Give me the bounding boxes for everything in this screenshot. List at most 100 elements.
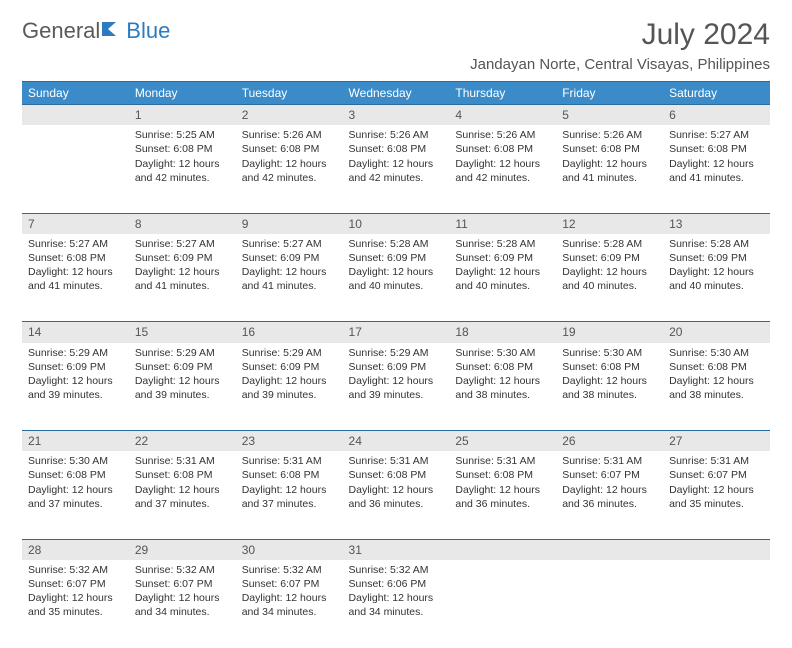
day-detail-cell: Sunrise: 5:30 AMSunset: 6:08 PMDaylight:… <box>556 343 663 431</box>
detail-line: Daylight: 12 hours <box>242 483 337 497</box>
detail-line: and 37 minutes. <box>242 497 337 511</box>
detail-line: Sunrise: 5:30 AM <box>455 346 550 360</box>
day-detail-row: Sunrise: 5:29 AMSunset: 6:09 PMDaylight:… <box>22 343 770 431</box>
day-detail-cell <box>663 560 770 648</box>
detail-line: Sunset: 6:07 PM <box>669 468 764 482</box>
detail-line: Daylight: 12 hours <box>349 157 444 171</box>
day-detail-cell: Sunrise: 5:27 AMSunset: 6:09 PMDaylight:… <box>236 234 343 322</box>
detail-line: Sunrise: 5:27 AM <box>242 237 337 251</box>
day-number-cell: 15 <box>129 322 236 343</box>
detail-line: Sunset: 6:08 PM <box>562 360 657 374</box>
day-detail-row: Sunrise: 5:27 AMSunset: 6:08 PMDaylight:… <box>22 234 770 322</box>
day-number-row: 21222324252627 <box>22 431 770 452</box>
detail-line: Sunrise: 5:31 AM <box>135 454 230 468</box>
detail-line: Sunrise: 5:30 AM <box>28 454 123 468</box>
detail-line: Sunset: 6:09 PM <box>669 251 764 265</box>
brand-text-part2: Blue <box>126 18 170 44</box>
detail-line: Sunrise: 5:28 AM <box>455 237 550 251</box>
day-detail-cell: Sunrise: 5:31 AMSunset: 6:08 PMDaylight:… <box>236 451 343 539</box>
day-number-cell: 29 <box>129 539 236 560</box>
detail-line: and 41 minutes. <box>669 171 764 185</box>
detail-line: Daylight: 12 hours <box>242 591 337 605</box>
detail-line: Sunrise: 5:27 AM <box>669 128 764 142</box>
detail-line: Sunrise: 5:31 AM <box>242 454 337 468</box>
day-detail-cell: Sunrise: 5:26 AMSunset: 6:08 PMDaylight:… <box>236 125 343 213</box>
detail-line: Sunset: 6:08 PM <box>455 142 550 156</box>
brand-logo: General Blue <box>22 18 170 44</box>
day-detail-row: Sunrise: 5:30 AMSunset: 6:08 PMDaylight:… <box>22 451 770 539</box>
detail-line: Sunrise: 5:28 AM <box>349 237 444 251</box>
detail-line: Sunset: 6:09 PM <box>28 360 123 374</box>
detail-line: Sunset: 6:08 PM <box>455 468 550 482</box>
day-detail-cell <box>449 560 556 648</box>
weekday-header: Thursday <box>449 82 556 105</box>
flag-icon <box>102 20 124 43</box>
detail-line: Daylight: 12 hours <box>669 265 764 279</box>
detail-line: Sunrise: 5:26 AM <box>349 128 444 142</box>
detail-line: Daylight: 12 hours <box>242 374 337 388</box>
detail-line: Sunrise: 5:31 AM <box>669 454 764 468</box>
location-text: Jandayan Norte, Central Visayas, Philipp… <box>470 56 770 73</box>
detail-line: Sunset: 6:08 PM <box>242 468 337 482</box>
detail-line: Sunset: 6:08 PM <box>242 142 337 156</box>
detail-line: Sunset: 6:09 PM <box>455 251 550 265</box>
day-detail-cell: Sunrise: 5:30 AMSunset: 6:08 PMDaylight:… <box>663 343 770 431</box>
weekday-header: Saturday <box>663 82 770 105</box>
day-number-cell: 20 <box>663 322 770 343</box>
day-detail-cell <box>556 560 663 648</box>
day-detail-cell: Sunrise: 5:32 AMSunset: 6:07 PMDaylight:… <box>22 560 129 648</box>
detail-line: and 42 minutes. <box>135 171 230 185</box>
detail-line: and 36 minutes. <box>562 497 657 511</box>
detail-line: Sunrise: 5:32 AM <box>135 563 230 577</box>
day-detail-cell: Sunrise: 5:31 AMSunset: 6:08 PMDaylight:… <box>343 451 450 539</box>
detail-line: Sunrise: 5:26 AM <box>562 128 657 142</box>
detail-line: Sunset: 6:07 PM <box>135 577 230 591</box>
detail-line: Daylight: 12 hours <box>135 483 230 497</box>
detail-line: Sunrise: 5:31 AM <box>455 454 550 468</box>
detail-line: Sunset: 6:07 PM <box>242 577 337 591</box>
detail-line: Sunrise: 5:29 AM <box>28 346 123 360</box>
detail-line: Sunrise: 5:26 AM <box>455 128 550 142</box>
weekday-header-row: SundayMondayTuesdayWednesdayThursdayFrid… <box>22 82 770 105</box>
detail-line: Daylight: 12 hours <box>349 483 444 497</box>
calendar-table: SundayMondayTuesdayWednesdayThursdayFrid… <box>22 81 770 648</box>
detail-line: Sunset: 6:09 PM <box>349 251 444 265</box>
detail-line: Daylight: 12 hours <box>349 591 444 605</box>
day-detail-cell: Sunrise: 5:32 AMSunset: 6:07 PMDaylight:… <box>129 560 236 648</box>
detail-line: Sunrise: 5:28 AM <box>562 237 657 251</box>
day-detail-cell: Sunrise: 5:31 AMSunset: 6:08 PMDaylight:… <box>129 451 236 539</box>
detail-line: Sunrise: 5:26 AM <box>242 128 337 142</box>
day-number-cell: 4 <box>449 105 556 126</box>
detail-line: Sunrise: 5:32 AM <box>28 563 123 577</box>
day-number-cell <box>449 539 556 560</box>
day-detail-cell: Sunrise: 5:30 AMSunset: 6:08 PMDaylight:… <box>449 343 556 431</box>
detail-line: Daylight: 12 hours <box>669 374 764 388</box>
detail-line: and 40 minutes. <box>669 279 764 293</box>
detail-line: Sunrise: 5:29 AM <box>349 346 444 360</box>
detail-line: Sunrise: 5:31 AM <box>562 454 657 468</box>
detail-line: and 38 minutes. <box>669 388 764 402</box>
detail-line: Daylight: 12 hours <box>28 483 123 497</box>
day-number-cell: 11 <box>449 213 556 234</box>
day-number-row: 14151617181920 <box>22 322 770 343</box>
detail-line: Sunset: 6:08 PM <box>349 142 444 156</box>
day-number-cell: 10 <box>343 213 450 234</box>
day-detail-cell: Sunrise: 5:27 AMSunset: 6:08 PMDaylight:… <box>663 125 770 213</box>
detail-line: Sunrise: 5:32 AM <box>349 563 444 577</box>
day-detail-cell: Sunrise: 5:27 AMSunset: 6:08 PMDaylight:… <box>22 234 129 322</box>
detail-line: and 41 minutes. <box>562 171 657 185</box>
detail-line: Sunset: 6:09 PM <box>562 251 657 265</box>
detail-line: Daylight: 12 hours <box>669 483 764 497</box>
day-number-row: 28293031 <box>22 539 770 560</box>
day-detail-cell: Sunrise: 5:30 AMSunset: 6:08 PMDaylight:… <box>22 451 129 539</box>
detail-line: Daylight: 12 hours <box>349 374 444 388</box>
detail-line: Sunrise: 5:32 AM <box>242 563 337 577</box>
day-detail-cell: Sunrise: 5:31 AMSunset: 6:07 PMDaylight:… <box>556 451 663 539</box>
detail-line: and 34 minutes. <box>349 605 444 619</box>
day-detail-cell: Sunrise: 5:29 AMSunset: 6:09 PMDaylight:… <box>343 343 450 431</box>
day-number-cell: 6 <box>663 105 770 126</box>
day-number-cell: 16 <box>236 322 343 343</box>
detail-line: and 41 minutes. <box>242 279 337 293</box>
day-number-cell: 31 <box>343 539 450 560</box>
detail-line: and 38 minutes. <box>562 388 657 402</box>
